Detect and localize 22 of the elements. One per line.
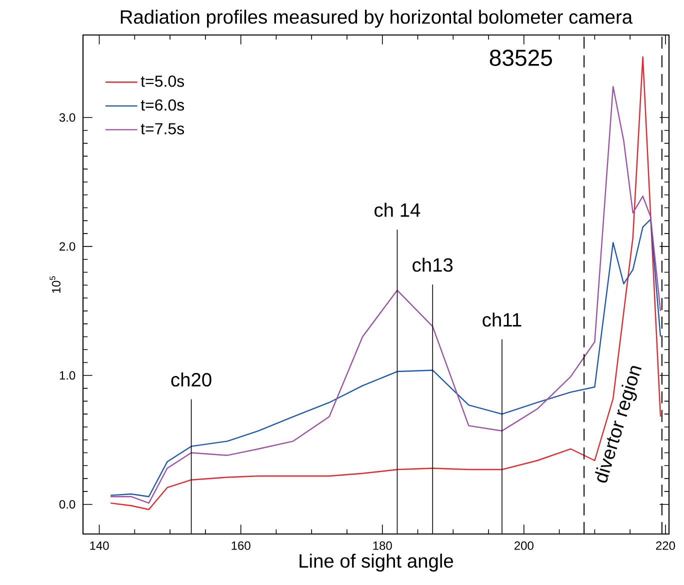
y-tick-label: 3.0: [59, 113, 76, 122]
ref-line-label: ch20: [171, 372, 212, 387]
y-axis-title: 10$^{5}$: [50, 276, 60, 293]
x-tick-label: 220: [656, 541, 676, 550]
y-tick-label: 2.0: [60, 242, 76, 251]
legend-label: t=5.0s: [140, 76, 184, 87]
line-series: [110, 218, 662, 498]
chart-title: Radiation profiles measured by horizontal bolometer camera: [120, 10, 633, 28]
ref-line-label: ch 14: [374, 202, 420, 217]
x-tick-label: 200: [514, 541, 534, 550]
annotation: 83525: [490, 50, 552, 66]
legend-label: t=6.0s: [140, 99, 184, 111]
y-tick-label: 0.0: [59, 500, 76, 509]
x-axis-title: Line of sight angle: [300, 554, 454, 572]
ref-line-label: ch11: [482, 312, 522, 327]
x-tick-label: 180: [373, 541, 392, 550]
y-tick-label: 1.0: [60, 371, 76, 380]
x-tick-label: 160: [232, 541, 250, 550]
annotation: divertor region: [594, 366, 642, 483]
ref-line-label: ch13: [412, 258, 453, 272]
legend-label: t=7.5s: [140, 123, 184, 134]
x-tick-label: 140: [90, 541, 109, 550]
